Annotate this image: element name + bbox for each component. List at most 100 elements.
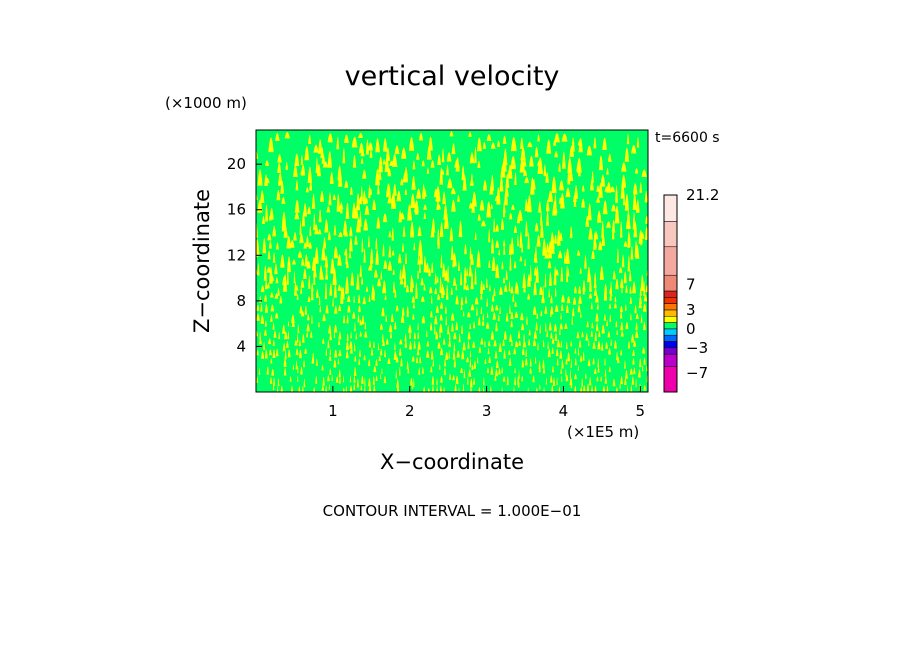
updraft-cell — [324, 282, 328, 300]
updraft-cell — [463, 369, 466, 379]
updraft-cell — [387, 195, 393, 204]
updraft-cell — [596, 376, 599, 382]
updraft-cell — [550, 311, 552, 317]
updraft-cell — [299, 349, 302, 359]
updraft-cell — [543, 387, 545, 392]
updraft-cell — [558, 197, 562, 204]
updraft-cell — [534, 222, 539, 232]
updraft-cell — [393, 351, 397, 360]
updraft-cell — [640, 314, 643, 323]
updraft-cell — [353, 295, 355, 303]
updraft-cell — [505, 187, 509, 197]
updraft-cell — [329, 368, 332, 375]
updraft-cell — [314, 247, 319, 264]
updraft-cell — [409, 341, 412, 350]
updraft-cell — [303, 378, 306, 388]
updraft-cell — [275, 277, 279, 284]
updraft-cell — [260, 314, 265, 324]
updraft-cell — [602, 385, 606, 392]
updraft-cell — [375, 248, 379, 265]
updraft-cell — [263, 341, 266, 350]
updraft-cell — [256, 376, 258, 383]
updraft-cell — [470, 304, 475, 311]
colorbar-segment — [663, 309, 678, 317]
updraft-cell — [485, 322, 490, 329]
updraft-cell — [383, 138, 388, 152]
updraft-cell — [450, 313, 455, 321]
updraft-cell — [448, 339, 452, 347]
updraft-cell — [540, 310, 543, 317]
updraft-cell — [577, 139, 582, 146]
updraft-cell — [490, 366, 494, 375]
updraft-cell — [564, 323, 568, 329]
updraft-cell — [629, 296, 632, 304]
updraft-cell — [639, 287, 642, 296]
updraft-cell — [590, 302, 593, 310]
updraft-cell — [364, 205, 370, 215]
updraft-cell — [542, 238, 547, 256]
updraft-cell — [382, 286, 385, 293]
updraft-cell — [547, 260, 552, 269]
updraft-cell — [254, 339, 256, 346]
updraft-cell — [400, 314, 405, 323]
updraft-cell — [597, 358, 600, 368]
updraft-cell — [561, 359, 564, 369]
updraft-cell — [360, 186, 363, 202]
updraft-cell — [458, 387, 460, 392]
updraft-cell — [315, 358, 318, 366]
updraft-cell — [509, 212, 513, 220]
updraft-cell — [390, 313, 394, 322]
updraft-cell — [516, 215, 520, 224]
updraft-cell — [645, 226, 648, 240]
updraft-cell — [265, 204, 268, 222]
updraft-cell — [338, 349, 342, 357]
updraft-cell — [311, 199, 316, 209]
updraft-cell — [425, 262, 430, 273]
updraft-cell — [432, 359, 435, 367]
updraft-cell — [304, 305, 308, 315]
updraft-cell — [442, 191, 446, 205]
updraft-cell — [446, 284, 449, 300]
updraft-cell — [548, 241, 552, 259]
updraft-cell — [350, 272, 354, 286]
updraft-cell — [474, 232, 477, 240]
updraft-cell — [628, 234, 631, 247]
updraft-cell — [509, 333, 512, 342]
updraft-cell — [294, 212, 300, 220]
y-tick-label: 12 — [227, 246, 246, 264]
updraft-cell — [333, 224, 337, 236]
updraft-cell — [454, 159, 460, 168]
updraft-cell — [440, 375, 443, 383]
updraft-cell — [441, 286, 445, 295]
updraft-cell — [624, 147, 630, 162]
updraft-cell — [450, 245, 454, 261]
updraft-cell — [473, 377, 476, 385]
updraft-cell — [311, 357, 315, 364]
updraft-cell — [469, 358, 472, 368]
updraft-cell — [306, 331, 309, 338]
updraft-cell — [311, 315, 313, 324]
updraft-cell — [375, 375, 378, 381]
updraft-cell — [483, 377, 485, 386]
updraft-cell — [476, 250, 481, 268]
updraft-cell — [507, 164, 513, 179]
updraft-cell — [385, 396, 386, 404]
updraft-cell — [532, 306, 537, 315]
updraft-cell — [317, 229, 322, 235]
updraft-cell — [490, 203, 493, 209]
updraft-cell — [342, 315, 346, 324]
updraft-cell — [641, 169, 647, 177]
y-tick-label: 16 — [227, 201, 246, 219]
updraft-cell — [322, 376, 325, 386]
colorbar-label: 21.2 — [686, 186, 719, 204]
updraft-cell — [413, 242, 416, 251]
colorbar-segment — [663, 347, 678, 355]
updraft-cell — [639, 358, 642, 368]
updraft-cell — [398, 253, 402, 264]
colorbar-segment — [663, 328, 678, 336]
updraft-cell — [594, 332, 597, 342]
updraft-cell — [621, 254, 625, 268]
updraft-cell — [356, 192, 361, 211]
updraft-cell — [381, 368, 383, 374]
updraft-cell — [477, 160, 481, 168]
